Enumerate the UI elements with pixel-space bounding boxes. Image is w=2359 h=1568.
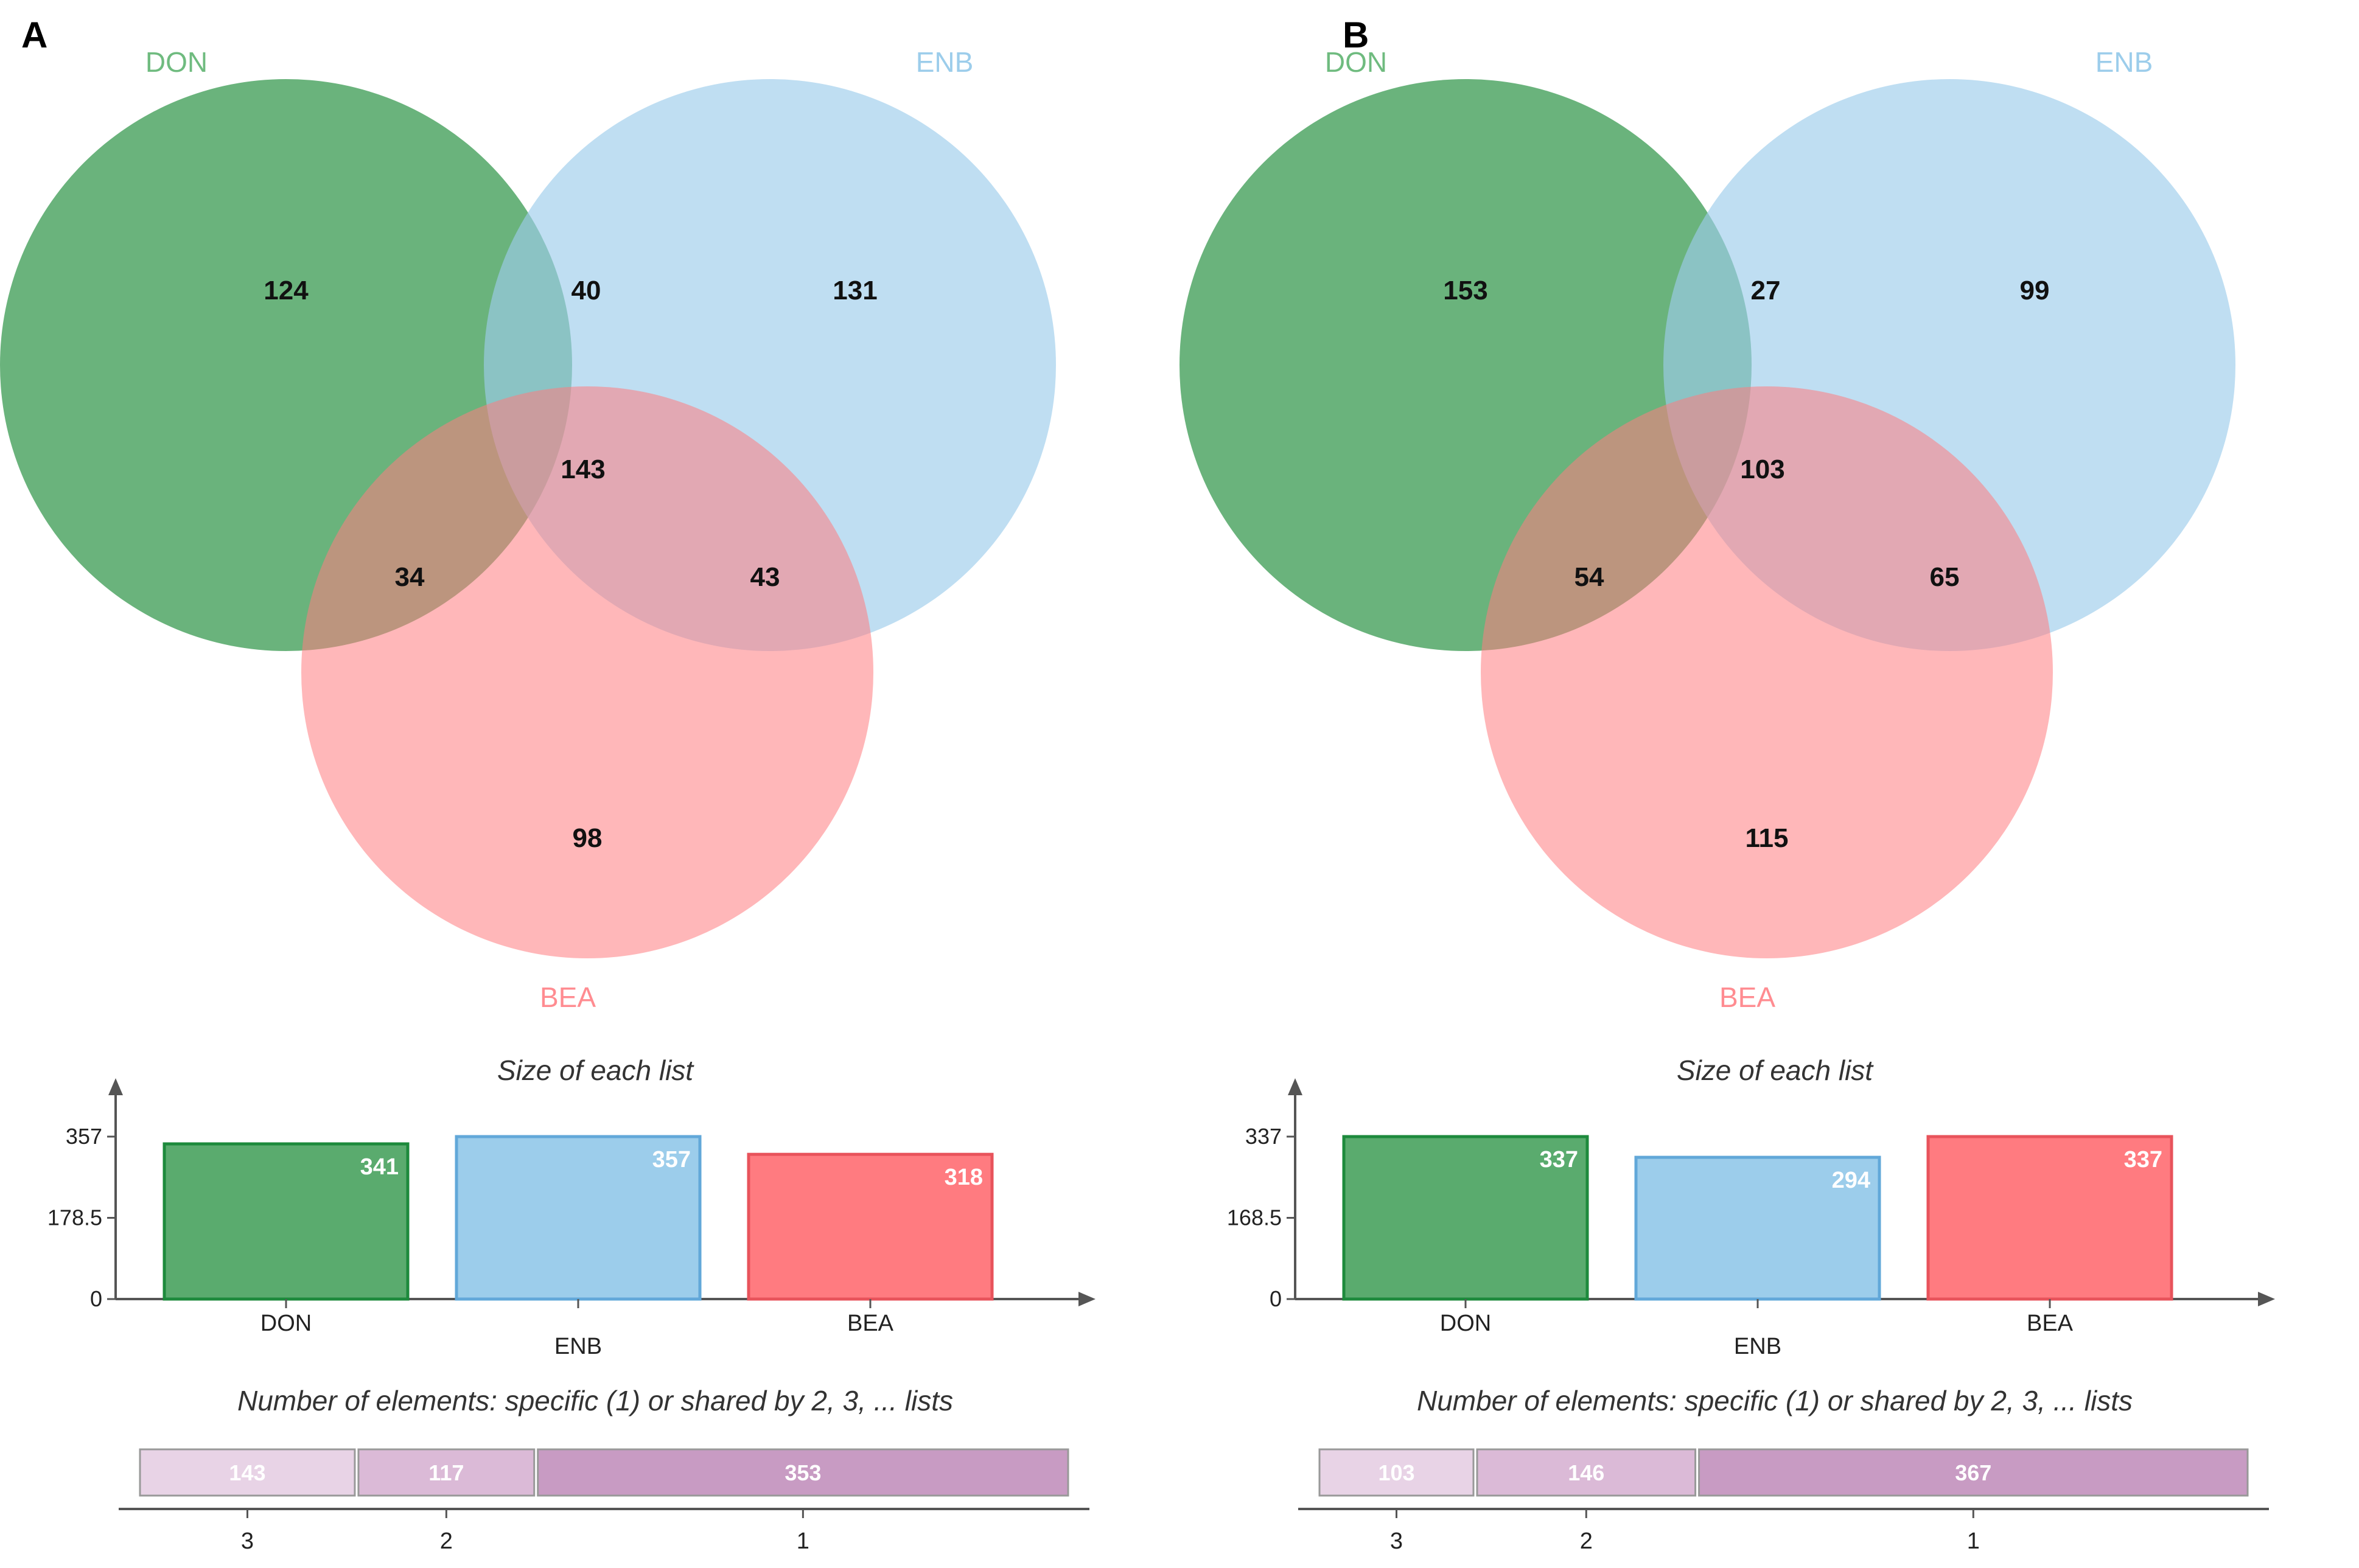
size-bar-chart: Size of each list 357 178.5 0 341 357 31… [47,1054,1096,1359]
shared-elements-chart: Number of elements: specific (1) or shar… [119,1385,1089,1554]
shared-chart-x-label-3: 3 [241,1528,254,1554]
venn-set-label-enb: ENB [916,46,974,78]
size-chart-x-label-don: DON [1440,1311,1491,1336]
size-chart-y-tick: 0 [90,1286,102,1311]
size-chart-y-tick: 357 [66,1124,102,1149]
shared-bar-segment-1 [537,1448,1069,1497]
shared-bar-value-3: 103 [1378,1460,1414,1485]
panel-letter: B [1343,15,1369,55]
shared-bar-segment-3 [139,1448,356,1497]
size-chart-x-arrow [1078,1292,1096,1306]
venn-region-all: 143 [561,455,605,484]
shared-elements-chart: Number of elements: specific (1) or shar… [1298,1385,2269,1554]
shared-bar-segment-2 [1476,1448,1697,1497]
size-bar-value-bea: 337 [2124,1147,2162,1173]
shared-bar-value-1: 353 [785,1460,821,1485]
size-chart-y-tick: 337 [1245,1124,1282,1149]
shared-chart-x-label-1: 1 [1967,1528,1980,1554]
venn-region-don-enb: 40 [571,276,601,305]
size-bar-enb [1634,1155,1881,1301]
size-bar-chart: Size of each list 337 168.5 0 337 294 33… [1227,1054,2275,1359]
venn-circle-bea [301,386,873,958]
shared-chart-x-label-2: 2 [1580,1528,1593,1554]
venn-set-label-don: DON [1325,46,1387,78]
shared-bar-value-2: 146 [1568,1460,1604,1485]
shared-bar-segment-2 [357,1448,536,1497]
venn-region-don-enb: 27 [1751,276,1781,305]
panel-letter: A [21,15,47,55]
shared-bar-value-3: 143 [229,1460,265,1485]
shared-chart-title: Number of elements: specific (1) or shar… [237,1385,953,1416]
venn-region-bea-only: 115 [1746,823,1789,853]
size-chart-y-tick: 178.5 [47,1205,102,1230]
panel-a: A DON ENB BEA 124 40 131 143 34 43 98 Si… [0,15,1096,1554]
size-chart-title: Size of each list [1677,1054,1874,1086]
size-bar-value-enb: 357 [652,1147,691,1173]
size-bar-value-enb: 294 [1832,1168,1870,1193]
shared-bar-segment-1 [1698,1448,2249,1497]
venn-region-all: 103 [1740,455,1784,484]
venn-region-enb-bea: 65 [1930,562,1960,592]
size-chart-y-arrow [108,1078,123,1095]
shared-chart-x-label-3: 3 [1390,1528,1403,1554]
panel-b-figure: B DON ENB BEA 153 27 99 103 54 65 115 Si… [1180,15,2275,1554]
shared-chart-x-label-1: 1 [797,1528,809,1554]
venn-region-don-only: 153 [1443,276,1487,305]
size-bar-don [163,1142,410,1301]
venn-set-label-bea: BEA [540,981,596,1013]
panel-a-figure: A DON ENB BEA 124 40 131 143 34 43 98 Si… [0,15,1096,1554]
size-chart-y-tick: 0 [1270,1286,1282,1311]
size-chart-title: Size of each list [497,1054,694,1086]
shared-chart-x-label-2: 2 [440,1528,453,1554]
venn-set-label-bea: BEA [1719,981,1775,1013]
venn-region-enb-bea: 43 [750,562,780,592]
size-chart-x-label-bea: BEA [847,1311,894,1336]
venn-circle-bea [1481,386,2053,958]
venn-set-label-enb: ENB [2095,46,2153,78]
size-chart-y-tick: 168.5 [1227,1205,1282,1230]
size-bar-bea [1926,1135,2173,1301]
shared-bar-segment-3 [1318,1448,1475,1497]
venn-region-bea-only: 98 [573,823,603,853]
shared-bar-value-2: 117 [428,1460,464,1485]
size-bar-value-don: 337 [1540,1147,1578,1173]
size-chart-x-label-don: DON [260,1311,312,1336]
size-bar-value-don: 341 [360,1154,399,1180]
size-chart-x-arrow [2258,1292,2275,1306]
size-chart-x-label-enb: ENB [554,1334,602,1359]
venn-region-don-bea: 54 [1574,562,1604,592]
size-chart-x-label-bea: BEA [2027,1311,2074,1336]
size-bar-value-bea: 318 [945,1165,983,1190]
venn-region-don-only: 124 [264,276,309,305]
panel-b: B DON ENB BEA 153 27 99 103 54 65 115 Si… [1180,0,2359,1568]
venn-region-enb-only: 131 [833,276,877,305]
size-bar-enb [455,1135,702,1301]
shared-bar-value-1: 367 [1955,1460,1991,1485]
venn-region-enb-only: 99 [2020,276,2050,305]
venn-diagram: DON ENB BEA 153 27 99 103 54 65 115 [1180,46,2235,1013]
size-chart-y-arrow [1288,1078,1302,1095]
venn-set-label-don: DON [145,46,208,78]
size-chart-x-label-enb: ENB [1734,1334,1781,1359]
venn-diagram: DON ENB BEA 124 40 131 143 34 43 98 [0,46,1056,1013]
venn-region-don-bea: 34 [395,562,425,592]
shared-chart-title: Number of elements: specific (1) or shar… [1417,1385,2133,1416]
